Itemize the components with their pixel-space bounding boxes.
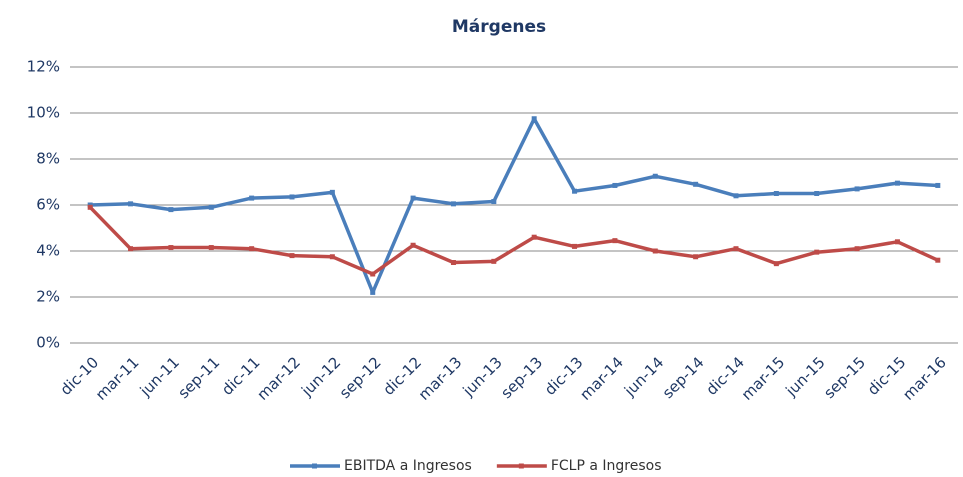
point-marker (410, 242, 416, 248)
point-marker (491, 258, 497, 264)
point-marker (612, 238, 618, 244)
point-marker (410, 195, 416, 201)
point-marker (733, 193, 739, 199)
point-marker (894, 239, 900, 245)
point-marker (814, 249, 820, 255)
point-marker (491, 199, 497, 205)
x-tick-label: jun-11 (136, 353, 183, 400)
y-tick-label: 6% (36, 196, 60, 214)
point-marker (572, 188, 578, 194)
y-tick-label: 0% (36, 334, 60, 352)
x-tick-label: sep-12 (336, 353, 385, 402)
chart-title: Márgenes (452, 17, 546, 37)
point-marker (87, 204, 93, 210)
point-marker (531, 116, 537, 122)
point-marker (208, 245, 214, 251)
y-tick-label: 4% (36, 242, 60, 260)
point-marker (652, 173, 658, 179)
point-marker (894, 180, 900, 186)
point-marker (370, 271, 376, 277)
x-tick-label: mar-14 (576, 353, 627, 404)
x-tick-label: jun-13 (459, 353, 506, 400)
x-tick-label: sep-14 (659, 353, 708, 402)
x-tick-label: sep-13 (497, 353, 546, 402)
point-marker (329, 254, 335, 260)
point-marker (935, 257, 941, 263)
point-marker (693, 181, 699, 187)
point-marker (572, 243, 578, 249)
x-tick-label: mar-12 (253, 353, 304, 404)
x-tick-label: jun-14 (620, 353, 667, 400)
legend-label: EBITDA a Ingresos (344, 458, 472, 474)
point-marker (693, 254, 699, 260)
point-marker (652, 248, 658, 254)
point-marker (773, 261, 779, 267)
point-marker (450, 260, 456, 265)
point-marker (249, 246, 255, 252)
legend-label: FCLP a Ingresos (551, 458, 662, 474)
point-marker (814, 191, 820, 196)
x-tick-label: mar-13 (415, 353, 466, 404)
point-marker (612, 182, 618, 188)
y-tick-label: 12% (27, 58, 60, 76)
point-marker (935, 182, 941, 188)
point-marker (168, 207, 174, 213)
point-marker (370, 289, 376, 295)
x-tick-label: mar-15 (738, 353, 789, 404)
x-tick-label: sep-15 (820, 353, 869, 402)
point-marker (854, 246, 860, 252)
point-marker (128, 246, 134, 252)
series-line (88, 206, 939, 276)
x-tick-label: mar-16 (899, 353, 950, 404)
point-marker (733, 246, 739, 252)
series-line (90, 117, 938, 295)
point-marker (289, 194, 295, 200)
point-marker (450, 201, 456, 207)
x-tick-label: jun-12 (297, 353, 344, 400)
point-marker (208, 204, 214, 210)
y-tick-label: 2% (36, 288, 60, 306)
legend-marker (312, 463, 317, 469)
y-tick-label: 10% (27, 104, 60, 122)
point-marker (168, 245, 174, 251)
x-tick-label: sep-11 (174, 353, 223, 402)
point-marker (854, 186, 860, 192)
point-marker (289, 253, 295, 259)
y-tick-label: 8% (36, 150, 60, 168)
point-marker (329, 189, 335, 195)
legend-marker (518, 463, 524, 469)
point-marker (773, 191, 779, 196)
x-tick-label: jun-15 (782, 353, 829, 400)
point-marker (531, 234, 537, 240)
point-marker (128, 201, 134, 207)
x-tick-label: mar-11 (92, 353, 143, 404)
point-marker (249, 195, 255, 201)
